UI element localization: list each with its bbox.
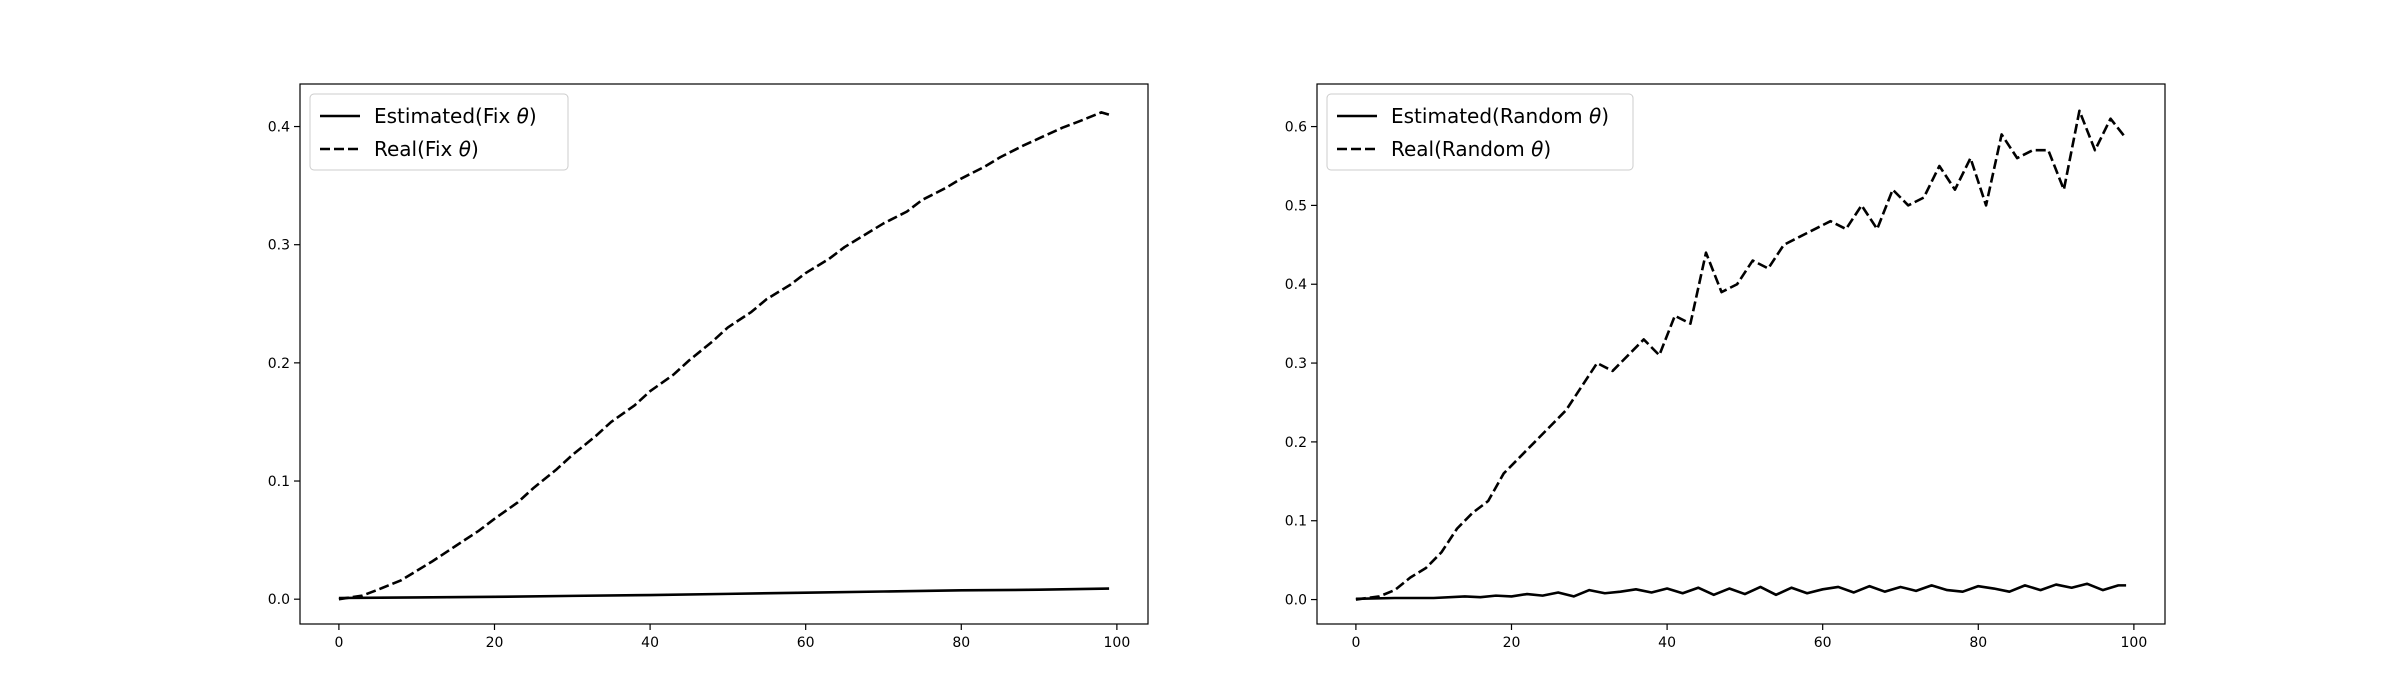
legend-label: Estimated(Random θ)	[1391, 104, 1609, 128]
series-line-estimated	[338, 587, 1110, 600]
x-tick-label: 20	[1503, 635, 1521, 651]
x-tick-label: 40	[641, 635, 659, 651]
y-tick-label: 0.6	[1285, 120, 1307, 136]
y-tick-label: 0.0	[268, 592, 290, 608]
plot-frame	[1316, 83, 2166, 625]
x-tick-label: 0	[334, 635, 343, 651]
right-chart-panel: 0 20 40 60 80 100 0.0 0.1 0.2 0.3 0.4 0.5 0.6 Estimat…	[1285, 83, 2166, 651]
legend-label: Real(Fix θ)	[374, 137, 479, 161]
y-tick-label: 0.3	[268, 238, 290, 254]
x-tick-label: 80	[1969, 635, 1987, 651]
legend-box	[1326, 93, 1634, 171]
plot-frame	[299, 83, 1149, 625]
y-tick-label: 0.0	[1285, 593, 1307, 609]
legend: Estimated(Random θ) Real(Random θ)	[1326, 93, 1634, 171]
x-tick-label: 0	[1351, 635, 1360, 651]
x-tick-label: 100	[1104, 635, 1131, 651]
x-tick-label: 40	[1658, 635, 1676, 651]
y-tick-label: 0.2	[268, 356, 290, 372]
series-line-estimated	[1355, 582, 2127, 601]
x-tick-label: 80	[952, 635, 970, 651]
y-tick-label: 0.4	[1285, 277, 1307, 293]
y-tick-label: 0.4	[268, 120, 290, 136]
legend: Estimated(Fix θ) Real(Fix θ)	[309, 93, 569, 171]
legend-label: Real(Random θ)	[1391, 137, 1551, 161]
legend-label: Estimated(Fix θ)	[374, 104, 537, 128]
legend-box	[309, 93, 569, 171]
series-line-real	[1355, 109, 2128, 601]
y-tick-label: 0.1	[1285, 514, 1307, 530]
y-tick-label: 0.2	[1285, 435, 1307, 451]
x-tick-label: 100	[2121, 635, 2148, 651]
y-tick-label: 0.1	[268, 474, 290, 490]
x-tick-label: 60	[1814, 635, 1832, 651]
y-tick-label: 0.3	[1285, 356, 1307, 372]
left-chart-panel: 0 20 40 60 80 100 0.0 0.1 0.2 0.3 0.4 Estimated(Fix…	[268, 83, 1149, 651]
series-line-real	[338, 111, 1110, 601]
y-tick-label: 0.5	[1285, 198, 1307, 214]
x-tick-label: 60	[797, 635, 815, 651]
x-tick-label: 20	[486, 635, 504, 651]
